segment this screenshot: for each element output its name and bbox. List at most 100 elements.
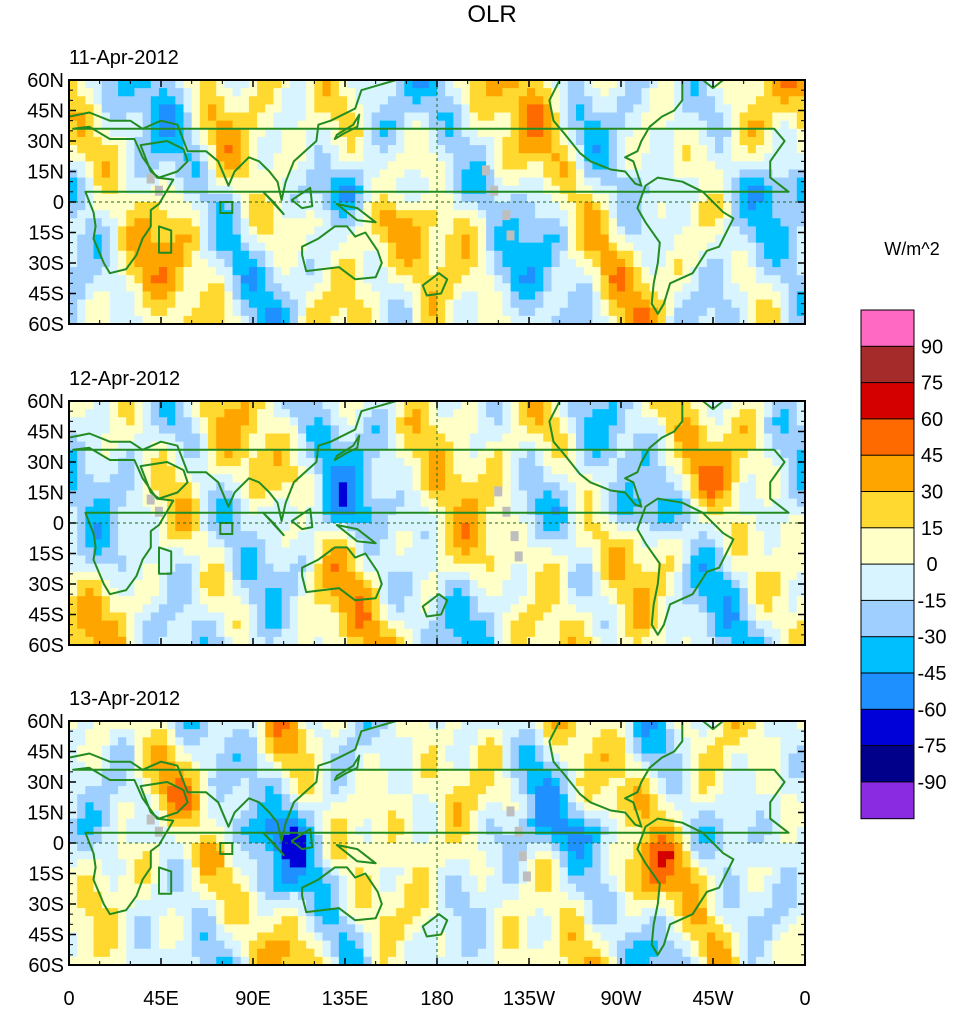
- heatmap-cell: [248, 104, 258, 114]
- heatmap-cell: [322, 490, 332, 500]
- heatmap-cell: [93, 547, 103, 557]
- heatmap-cell: [535, 563, 544, 573]
- heatmap-cell: [85, 112, 95, 122]
- heatmap-cell: [486, 202, 495, 211]
- heatmap-cell: [216, 571, 225, 581]
- heatmap-cell: [142, 307, 152, 317]
- heatmap-cell: [526, 136, 536, 146]
- heatmap-cell: [330, 498, 340, 508]
- heatmap-cell: [289, 185, 299, 195]
- heatmap-cell: [355, 234, 364, 244]
- heatmap-cell: [93, 457, 103, 467]
- heatmap-cell: [477, 250, 487, 260]
- heatmap-cell: [690, 490, 700, 500]
- heatmap-cell: [731, 80, 741, 89]
- heatmap-cell: [486, 409, 495, 418]
- heatmap-cell: [183, 250, 193, 260]
- heatmap-cell: [281, 234, 291, 244]
- heatmap-cell: [93, 283, 103, 293]
- heatmap-cell: [363, 401, 373, 410]
- heatmap-cell: [126, 169, 136, 179]
- heatmap-cell: [338, 291, 348, 301]
- heatmap-cell: [723, 466, 732, 475]
- heatmap-cell: [706, 409, 716, 418]
- heatmap-cell: [216, 250, 225, 260]
- heatmap-cell: [469, 490, 479, 500]
- heatmap-cell: [396, 177, 405, 187]
- heatmap-cell: [780, 218, 790, 227]
- heatmap-cell: [551, 449, 561, 459]
- heatmap-cell: [257, 112, 266, 122]
- heatmap-cell: [461, 242, 471, 252]
- heatmap-cell: [265, 258, 275, 268]
- heatmap-cell: [183, 474, 193, 483]
- heatmap-cell: [273, 226, 283, 236]
- heatmap-cell: [747, 104, 757, 114]
- heatmap-cell: [616, 177, 626, 187]
- heatmap-cell: [518, 136, 528, 146]
- heatmap-cell: [109, 120, 119, 130]
- heatmap-cell: [240, 417, 250, 426]
- heatmap-cell: [77, 275, 86, 284]
- heatmap-cell: [118, 482, 127, 492]
- heatmap-cell: [257, 474, 266, 483]
- heatmap-cell: [306, 307, 315, 317]
- heatmap-cell: [510, 242, 520, 252]
- heatmap-cell: [706, 291, 716, 301]
- heatmap-cell: [216, 401, 225, 410]
- heatmap-cell: [428, 169, 438, 179]
- heatmap-cell: [134, 299, 144, 309]
- heatmap-cell: [518, 490, 528, 500]
- heatmap-cell: [796, 267, 805, 276]
- heatmap-cell: [232, 80, 242, 89]
- heatmap-cell: [780, 555, 790, 565]
- heatmap-cell: [118, 177, 127, 187]
- heatmap-cell: [535, 588, 544, 597]
- heatmap-cell: [796, 547, 805, 557]
- heatmap-cell: [641, 409, 651, 418]
- heatmap-cell: [445, 202, 454, 211]
- heatmap-cell: [240, 128, 250, 138]
- heatmap-cell: [706, 457, 716, 467]
- heatmap-cell: [477, 579, 487, 589]
- heatmap-cell: [682, 506, 692, 516]
- heatmap-cell: [134, 457, 144, 467]
- heatmap-cell: [142, 474, 152, 483]
- heatmap-cell: [330, 96, 340, 105]
- heatmap-cell: [690, 498, 700, 508]
- heatmap-cell: [772, 417, 782, 426]
- heatmap-cell: [216, 441, 225, 451]
- heatmap-cell: [167, 193, 176, 203]
- heatmap-cell: [437, 153, 446, 162]
- heatmap-cell: [690, 80, 700, 89]
- heatmap-cell: [641, 506, 651, 516]
- heatmap-cell: [682, 523, 692, 532]
- heatmap-cell: [559, 193, 569, 203]
- heatmap-cell: [273, 417, 283, 426]
- heatmap-cell: [690, 482, 700, 492]
- heatmap-cell: [158, 202, 168, 211]
- heatmap-cell: [633, 136, 643, 146]
- heatmap-cell: [608, 457, 618, 467]
- heatmap-cell: [289, 425, 299, 435]
- heatmap-cell: [731, 433, 741, 443]
- heatmap-cell: [183, 315, 193, 324]
- heatmap-cell: [641, 258, 651, 268]
- heatmap-cell: [355, 267, 364, 276]
- heatmap-cell: [796, 490, 805, 500]
- heatmap-cell: [477, 401, 487, 410]
- heatmap-cell: [338, 514, 348, 524]
- heatmap-cell: [674, 161, 683, 171]
- heatmap-cell: [486, 506, 495, 516]
- heatmap-cell: [453, 315, 463, 324]
- heatmap-cell: [486, 401, 495, 410]
- heatmap-cell: [420, 226, 430, 236]
- heatmap-cell: [437, 409, 446, 418]
- heatmap-cell: [625, 307, 634, 317]
- heatmap-cell: [167, 96, 176, 105]
- heatmap-cell: [208, 218, 217, 227]
- heatmap-cell: [265, 88, 275, 97]
- heatmap-cell: [526, 185, 536, 195]
- heatmap-cell: [69, 307, 78, 317]
- heatmap-cell: [77, 177, 86, 187]
